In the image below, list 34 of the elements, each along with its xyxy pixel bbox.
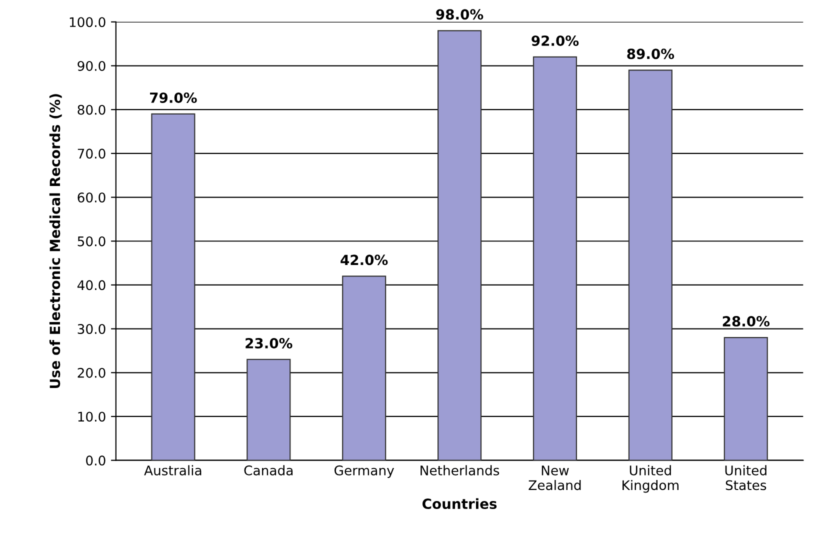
y-tick-label: 20.0 [78,368,106,378]
x-tick-label: Germany [334,465,394,478]
y-tick-label: 70.0 [78,148,106,159]
y-tick-label: 60.0 [78,192,106,202]
y-tick-label: 40.0 [77,280,106,290]
x-tick-label: United States [725,465,766,490]
bar [532,56,578,460]
x-tick-label: United Kingdom [622,465,678,493]
data-label: 89.0% [627,48,674,60]
y-tick-label: 10.0 [78,412,106,422]
x-tick-label: Canada [244,465,293,476]
bar [342,276,386,460]
bar [246,358,291,460]
data-label: 79.0% [150,92,197,103]
x-axis-title: Countries [422,498,497,510]
y-tick-label: 50.0 [78,236,106,246]
y-tick-label: 80.0 [78,104,106,115]
y-tick-label: 30.0 [78,324,106,334]
y-tick-label: 100.0 [70,17,106,28]
x-tick-label: New Zealand [528,466,581,490]
y-tick-label: 0.0 [86,456,106,466]
data-label: 23.0% [246,338,292,348]
data-label: 42.0% [340,254,388,266]
data-label: 28.0% [722,316,770,327]
bar [724,337,768,460]
bar [438,30,482,460]
y-axis-title: Use of Electronic Medical Records (%) [49,94,62,388]
y-tick-label: 90.0 [78,60,106,71]
data-label: 92.0% [532,35,579,46]
x-tick-label: Australia [144,465,202,476]
bar [151,113,196,460]
x-tick-label: Netherlands [420,465,500,476]
data-label: 98.0% [436,9,484,20]
bar [628,70,672,460]
